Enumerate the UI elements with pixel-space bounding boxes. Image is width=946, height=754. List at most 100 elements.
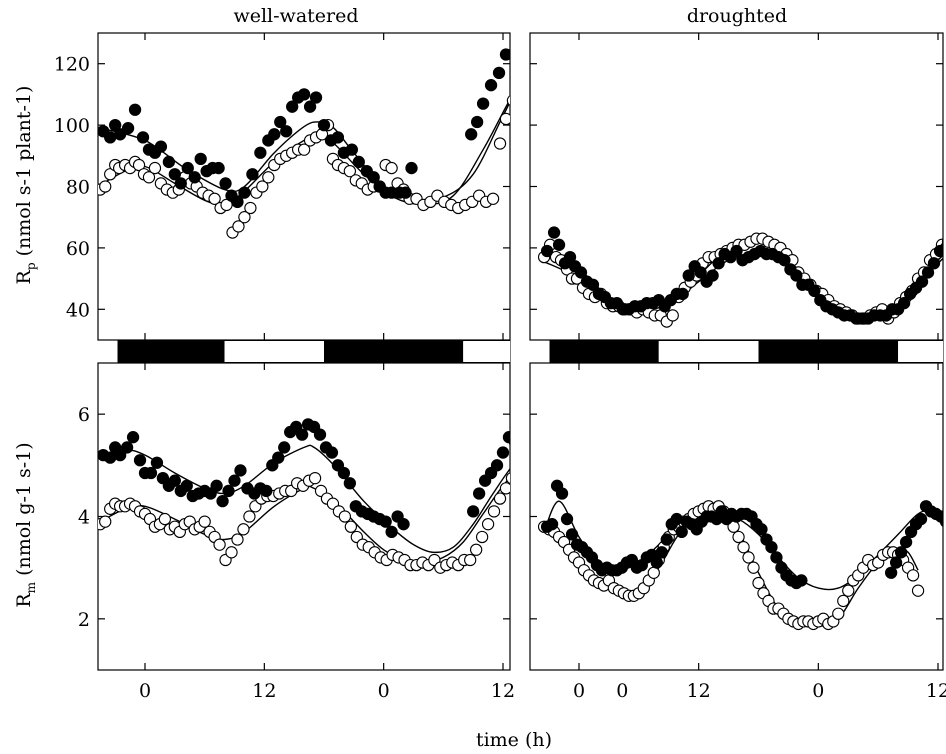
data-point-filled bbox=[120, 441, 134, 454]
data-point-filled bbox=[755, 523, 768, 536]
data-point-open bbox=[256, 180, 269, 193]
data-point-open bbox=[577, 70, 588, 81]
data-point-open bbox=[555, 77, 566, 88]
data-point-open bbox=[587, 95, 598, 106]
data-point-open bbox=[584, 496, 595, 507]
data-point-filled bbox=[399, 186, 412, 199]
data-point-open bbox=[158, 512, 172, 526]
data-point-open bbox=[542, 460, 553, 471]
data-point-open bbox=[475, 530, 489, 544]
data-point-filled bbox=[563, 462, 574, 473]
data-point-filled bbox=[790, 269, 803, 282]
data-point-filled bbox=[331, 131, 345, 144]
data-point-filled bbox=[515, 439, 526, 450]
data-point-open bbox=[536, 455, 547, 466]
y-axis-label-rp: Rp (nmol s-1 plant-1) bbox=[13, 86, 38, 285]
data-point-filled bbox=[539, 437, 550, 448]
data-point-open bbox=[198, 515, 211, 528]
fit-curve-filled-fit bbox=[100, 444, 510, 554]
data-point-filled bbox=[317, 118, 331, 132]
data-point-open bbox=[595, 508, 606, 519]
data-point-filled bbox=[303, 100, 317, 113]
data-point-open bbox=[666, 309, 679, 322]
data-point-open bbox=[338, 510, 352, 523]
data-point-filled bbox=[575, 475, 586, 486]
data-point-filled bbox=[113, 448, 127, 462]
data-point-filled bbox=[472, 487, 486, 500]
data-point-open bbox=[493, 137, 507, 150]
data-point-open bbox=[505, 472, 510, 484]
photoperiod-dark bbox=[324, 341, 464, 362]
data-point-open bbox=[232, 220, 245, 233]
data-point-filled bbox=[808, 284, 821, 298]
data-point-filled bbox=[496, 446, 510, 459]
data-point-open bbox=[225, 546, 238, 559]
data-point-filled bbox=[565, 528, 579, 541]
x-tick-label: 0 bbox=[812, 680, 824, 702]
data-point-open bbox=[647, 566, 660, 579]
data-point-filled bbox=[655, 546, 668, 559]
y-tick-label: 100 bbox=[54, 115, 90, 137]
data-point-filled bbox=[150, 456, 164, 469]
data-point-filled bbox=[484, 79, 498, 92]
x-tick-label: 12 bbox=[252, 680, 276, 702]
data-point-filled bbox=[222, 484, 235, 498]
data-point-open bbox=[732, 530, 745, 544]
data-point-open bbox=[208, 192, 221, 205]
data-point-open bbox=[549, 61, 560, 72]
data-point-filled bbox=[219, 177, 232, 190]
data-point-filled bbox=[278, 441, 291, 454]
data-point-filled bbox=[476, 97, 490, 110]
data-point-filled bbox=[581, 480, 592, 491]
data-point-filled bbox=[914, 512, 928, 526]
data-point-filled bbox=[574, 266, 588, 279]
data-point-filled bbox=[260, 484, 273, 498]
data-point-filled bbox=[551, 444, 562, 455]
data-point-filled bbox=[174, 177, 187, 190]
data-point-open bbox=[99, 515, 112, 528]
y-tick-label: 60 bbox=[66, 238, 90, 260]
data-point-open bbox=[742, 551, 755, 564]
data-point-open bbox=[543, 49, 554, 60]
data-point-filled bbox=[238, 186, 251, 199]
data-point-open bbox=[487, 505, 501, 518]
data-point-filled bbox=[894, 546, 908, 559]
panel-rm-droughted: 0 12 0 12 0 bbox=[529, 362, 946, 702]
data-point-filled bbox=[246, 168, 259, 181]
data-point-filled bbox=[533, 450, 544, 461]
data-point-filled bbox=[939, 242, 943, 254]
data-point-filled bbox=[470, 115, 484, 129]
x-tick-label: 0 bbox=[573, 680, 585, 702]
fit-curve-open-fit bbox=[99, 476, 510, 564]
data-point-open bbox=[142, 171, 156, 184]
data-point-open bbox=[231, 533, 244, 546]
data-point-open bbox=[572, 58, 583, 69]
data-point-filled bbox=[234, 464, 247, 477]
data-point-open bbox=[747, 561, 760, 574]
data-point-open bbox=[548, 455, 559, 466]
y-tick-label: 40 bbox=[66, 299, 90, 321]
data-point-filled bbox=[367, 171, 380, 184]
data-point-open bbox=[752, 576, 765, 590]
data-point-filled bbox=[778, 254, 791, 267]
data-point-filled bbox=[168, 474, 181, 487]
data-point-filled bbox=[280, 125, 293, 138]
photoperiod-dark bbox=[550, 341, 659, 362]
data-point-filled bbox=[210, 479, 223, 492]
data-point-open bbox=[737, 541, 750, 554]
data-point-open bbox=[343, 164, 357, 178]
y-tick-label: 6 bbox=[78, 404, 90, 426]
column-title-well-watered: well-watered bbox=[233, 5, 358, 27]
x-axis-label: time (h) bbox=[476, 729, 552, 751]
data-point-filled bbox=[527, 447, 538, 458]
data-point-filled bbox=[168, 168, 181, 181]
data-point-filled bbox=[730, 244, 743, 258]
data-point-filled bbox=[682, 269, 695, 282]
data-point-filled bbox=[133, 454, 147, 467]
data-point-filled bbox=[899, 535, 913, 549]
data-point-open bbox=[832, 607, 845, 620]
data-point-open bbox=[486, 192, 500, 205]
data-point-filled bbox=[465, 128, 478, 141]
data-point-open bbox=[906, 569, 920, 582]
data-point-filled bbox=[337, 466, 351, 480]
